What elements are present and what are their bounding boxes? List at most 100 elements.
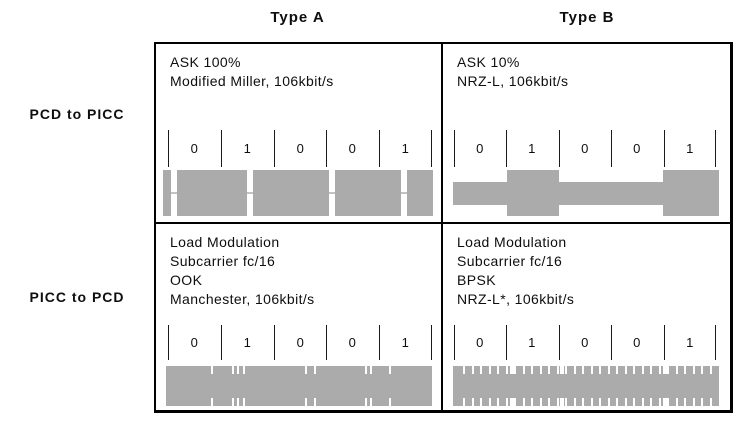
bit-label: 1: [401, 141, 410, 156]
subcarrier-notch: [560, 366, 564, 374]
subcarrier-notch: [710, 398, 712, 406]
subcarrier-notch: [305, 366, 307, 374]
subcarrier-notch: [370, 398, 372, 406]
subcarrier-notch: [314, 398, 316, 406]
subcarrier-notch: [582, 366, 584, 374]
subcarrier-notch: [472, 398, 474, 406]
row-label-pcd-to-picc: PCD to PICC: [29, 106, 125, 122]
bit-cell-tick: [379, 325, 380, 360]
bit-label: 1: [401, 335, 410, 350]
bit-cell-tick: [454, 130, 455, 167]
subcarrier-notch: [489, 398, 491, 406]
subcarrier-notch: [684, 366, 686, 374]
cell-description: ASK 10% NRZ-L, 106kbit/s: [457, 53, 568, 91]
bit-cell-tick: [664, 130, 665, 167]
subcarrier-notch: [560, 398, 564, 406]
bit-label: 1: [528, 141, 536, 156]
text-line: Manchester, 106kbit/s: [170, 291, 315, 307]
subcarrier-notch: [557, 398, 559, 406]
subcarrier-notch: [565, 366, 567, 374]
subcarrier-notch: [548, 398, 550, 406]
cell-description: Load Modulation Subcarrier fc/16 OOK Man…: [170, 233, 315, 309]
subcarrier-notch: [389, 366, 391, 374]
waveform-bpsk: [453, 366, 719, 406]
subcarrier-notch: [480, 366, 482, 374]
subcarrier-notch: [472, 366, 474, 374]
subcarrier-notch: [565, 398, 567, 406]
subcarrier-notch: [523, 366, 525, 374]
bit-label: 1: [686, 141, 694, 156]
bit-ruler: 0 1 0 0 1: [454, 325, 716, 360]
subcarrier-notch: [514, 398, 516, 406]
subcarrier-notch: [523, 398, 525, 406]
carrier-band-high: [663, 170, 719, 216]
subcarrier-notch: [642, 398, 644, 406]
subcarrier-notch: [237, 398, 239, 406]
subcarrier-notch: [693, 398, 695, 406]
bit-label: 0: [633, 141, 641, 156]
subcarrier-notch: [305, 398, 307, 406]
subcarrier-notch: [540, 366, 542, 374]
subcarrier-notch: [389, 398, 391, 406]
bit-label: 0: [581, 335, 589, 350]
subcarrier-notch: [506, 398, 508, 406]
text-line: NRZ-L*, 106kbit/s: [457, 291, 575, 307]
subcarrier-notch: [710, 366, 712, 374]
subcarrier-notch: [540, 398, 542, 406]
bit-cell-tick: [221, 130, 222, 167]
pause-midline: [171, 192, 177, 194]
bit-cell-tick: [168, 130, 169, 167]
bit-cell-tick: [326, 325, 327, 360]
subcarrier-notch: [591, 366, 593, 374]
row-label-picc-to-pcd: PICC to PCD: [29, 289, 125, 305]
subcarrier-notch: [676, 398, 678, 406]
row-divider: [156, 222, 730, 224]
subcarrier-notch: [625, 398, 627, 406]
subcarrier-notch: [608, 398, 610, 406]
subcarrier-notch: [659, 366, 661, 374]
waveform-ook-manchester: [166, 366, 432, 406]
bit-cell-tick: [274, 130, 275, 167]
cell-type-b-picc-to-pcd: Load Modulation Subcarrier fc/16 BPSK NR…: [443, 224, 730, 410]
subcarrier-notch: [514, 366, 516, 374]
subcarrier-notch: [463, 366, 465, 374]
subcarrier-notch: [663, 398, 667, 406]
subcarrier-notch: [659, 398, 661, 406]
text-line: Subcarrier fc/16: [170, 253, 276, 269]
comparison-table: ASK 100% Modified Miller, 106kbit/s 0 1 0 0…: [154, 42, 733, 413]
subcarrier-notch: [650, 398, 652, 406]
subcarrier-notch: [243, 398, 245, 406]
subcarrier-notch: [663, 366, 667, 374]
column-header-type-b: Type B: [559, 9, 615, 26]
subcarrier-notch: [684, 398, 686, 406]
cell-type-a-picc-to-pcd: Load Modulation Subcarrier fc/16 OOK Man…: [156, 224, 441, 410]
bit-cell-tick: [664, 325, 665, 360]
bit-label: 0: [476, 335, 484, 350]
bit-label: 0: [296, 335, 305, 350]
text-line: ASK 100%: [170, 54, 241, 70]
subcarrier-notch: [667, 366, 669, 374]
text-line: Modified Miller, 106kbit/s: [170, 73, 334, 89]
bit-label: 0: [296, 141, 305, 156]
bit-ruler: 0 1 0 0 1: [168, 325, 432, 360]
subcarrier-notch: [701, 366, 703, 374]
subcarrier-notch: [497, 366, 499, 374]
bit-ruler: 0 1 0 0 1: [454, 130, 716, 167]
text-line: BPSK: [457, 272, 496, 288]
carrier-band: [163, 170, 433, 216]
bit-label: 0: [190, 141, 199, 156]
subcarrier-notch: [232, 366, 234, 374]
bit-label: 1: [243, 141, 252, 156]
ask100-pause-gap: [401, 170, 407, 216]
subcarrier-band: [453, 366, 719, 406]
bit-label: 1: [528, 335, 536, 350]
bit-cell-tick: [611, 325, 612, 360]
bit-label: 1: [243, 335, 252, 350]
subcarrier-notch: [237, 366, 239, 374]
subcarrier-notch: [693, 366, 695, 374]
subcarrier-notch: [506, 366, 508, 374]
bit-label: 0: [633, 335, 641, 350]
column-header-type-a: Type A: [270, 9, 325, 26]
